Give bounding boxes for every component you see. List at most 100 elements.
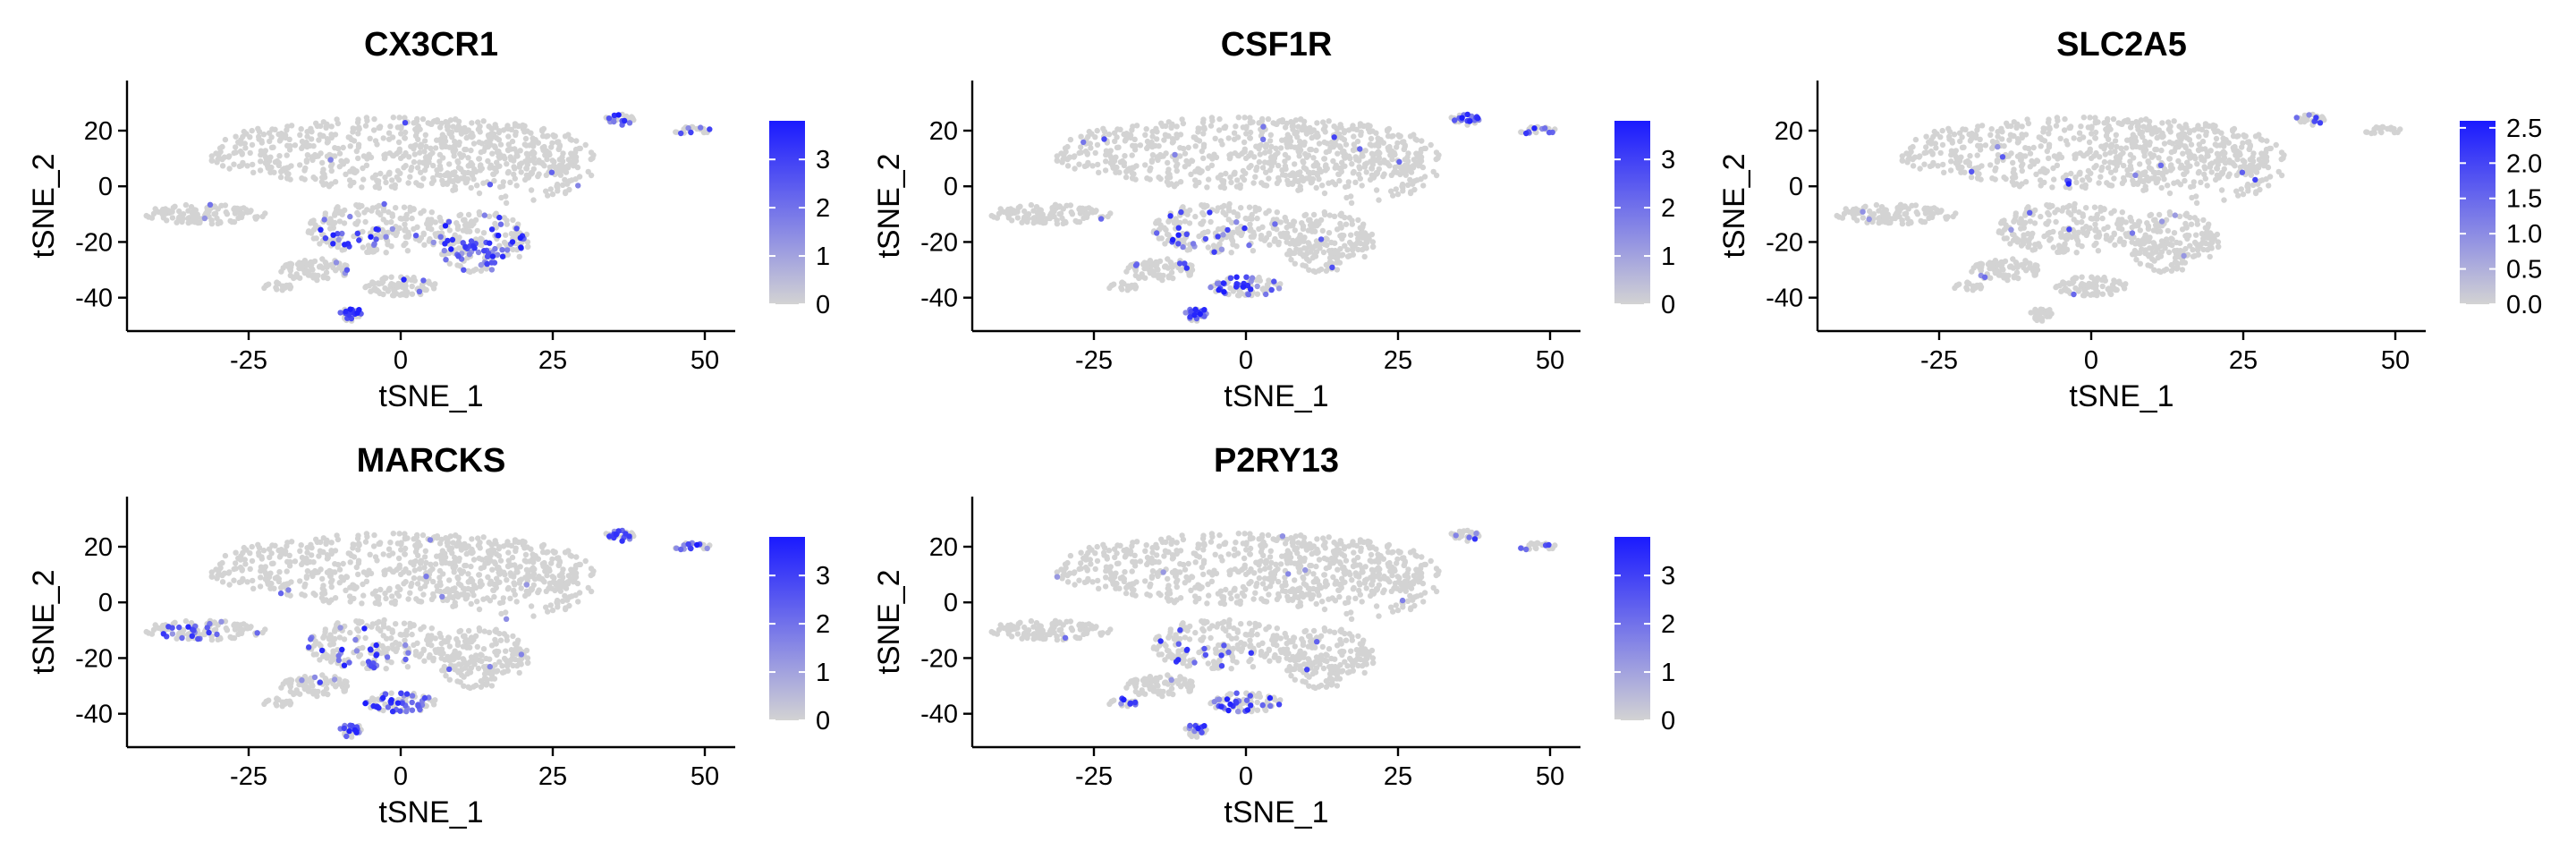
cell-point [1154,136,1160,142]
cell-point [1273,145,1279,151]
cell-point [2071,208,2078,214]
cell-point [310,217,317,224]
cell-point [1321,156,1327,162]
cell-point [1287,172,1293,178]
cell-point [1361,164,1368,170]
cell-point [494,149,501,156]
cell-point [2050,165,2056,172]
cell-point [1218,183,1224,190]
cell-point [2200,217,2207,224]
cell-point [476,190,483,197]
cell-point [393,205,399,211]
cell-point [988,212,995,219]
cell-point [313,235,319,242]
cell-point [484,260,490,268]
cell-point [319,159,326,166]
cell-point [1165,159,1171,166]
cell-point [1970,134,1976,140]
cell-point [1911,154,1919,160]
cell-point [1921,161,1928,167]
cell-point [504,217,510,224]
cell-point [2182,177,2188,184]
cell-point [1421,174,1428,180]
cell-point [1326,230,1333,236]
cell-point [1377,137,1384,143]
cell-point [272,159,279,166]
cell-point [1319,183,1326,189]
cell-point [442,172,448,178]
cell-point [2021,232,2027,238]
cell-point [2076,171,2082,177]
cell-point [496,163,503,169]
cell-point [1148,157,1156,164]
cell-point [1295,171,1301,177]
cell-point [2174,139,2180,146]
cell-point [1309,179,1315,185]
cell-point [350,129,356,135]
cell-point [2099,215,2106,222]
y-tick-label: -40 [920,285,958,313]
cell-point [370,280,377,286]
cell-point [2195,244,2201,251]
cell-point [1159,276,1165,284]
cell-point [2080,115,2087,121]
cell-point [1987,132,1994,138]
cell-point [629,115,636,122]
cell-point [309,261,315,268]
cell-point [1344,247,1351,253]
y-tick-label: -20 [75,228,113,257]
cell-point [1165,132,1172,140]
cell-point [1243,274,1250,280]
cell-point [1092,208,1098,215]
cell-point [1074,218,1080,225]
cell-point [1939,127,1945,134]
cell-point [480,180,487,186]
cell-point [2116,155,2123,161]
cell-point [1546,129,1553,136]
cell-point [1303,245,1309,251]
colorbar-tick-label: 1 [1661,242,1675,271]
cell-point [2038,143,2044,149]
cell-point [2030,144,2037,151]
cell-point [2202,166,2208,172]
cell-point [2079,219,2085,225]
cell-point [1433,149,1440,156]
cell-point [1941,169,1947,175]
cell-point [1327,251,1335,257]
cell-point [505,141,512,148]
cell-point [1542,125,1548,132]
cell-point [448,246,454,252]
cell-point [2132,223,2140,229]
cell-point [356,307,362,313]
cell-point [1149,152,1157,158]
cell-point [1475,115,1481,122]
cell-point [508,126,514,132]
cell-point [216,151,222,157]
cell-point [411,158,418,166]
cell-point [2106,288,2114,294]
cell-point [285,264,292,270]
cell-point [421,149,428,155]
cell-point [1274,226,1280,233]
cell-point [530,197,537,203]
cell-point [465,222,471,229]
cell-point [1349,161,1355,167]
cell-point [2011,182,2017,188]
cell-point [1945,125,1952,132]
cell-point [1218,246,1225,252]
cell-point [1082,206,1089,212]
cell-point [1184,211,1191,217]
cell-point [1311,251,1318,258]
cell-point [437,234,444,240]
cell-point [1319,227,1326,234]
cell-point [2171,180,2177,186]
cell-point [454,223,462,229]
cell-point [470,176,477,183]
cell-point [2196,141,2202,148]
cell-point [2046,237,2053,243]
colorbar-tick-label: 2.5 [2506,115,2542,143]
cell-point [2041,138,2048,144]
cell-point [1331,134,1337,140]
cell-point [347,213,353,220]
